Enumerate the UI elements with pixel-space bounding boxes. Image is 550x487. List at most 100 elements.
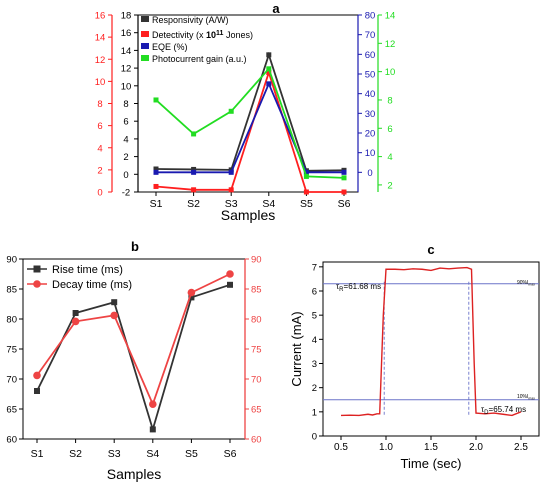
- decay-time-annotation: τD=65.74 ms: [481, 405, 526, 416]
- panel-c-xtick-label: 1.5: [424, 442, 438, 453]
- panel-b-ytick-label-right: 60: [251, 435, 262, 446]
- axis-right_blue-tick-label: 40: [365, 89, 376, 100]
- panel-b-xtick-label: S4: [146, 448, 159, 460]
- panel-a-series-line-1: [155, 69, 344, 193]
- panel-c-ylabel: Current (mA): [289, 311, 304, 386]
- panel-c-ytick-label: 1: [312, 407, 317, 418]
- panel-b-xtick-label: S2: [69, 448, 82, 460]
- panel-a-point-1-3: [266, 70, 272, 76]
- legend-rise-time: Rise time (ms): [52, 264, 123, 276]
- axis-left_black-tick-label: 18: [121, 11, 132, 22]
- axis-right_blue-tick-label: 10: [365, 148, 376, 159]
- panel-b-decay-point-0: [33, 371, 41, 380]
- panel-a-xtick-label: S1: [150, 198, 163, 210]
- panel-b-series-line-1: [36, 273, 231, 407]
- axis-right_green-tick-label: 10: [385, 67, 396, 78]
- panel-c-xtick-label: 1.0: [379, 442, 393, 453]
- panel-b-ytick-label-right: 65: [251, 405, 262, 416]
- panel-b-decay-point-3: [149, 400, 157, 409]
- panel-a-point-1-0: [153, 183, 159, 189]
- axis-right_green-tick-label: 4: [387, 152, 392, 163]
- panel-b-axes: 60 60 65 65 70 70 75 75 80 80 85 85 90 90 S1 S2 S3 S4 S5 S6: [6, 255, 261, 461]
- axis-left_black-tick-label: 4: [123, 134, 128, 145]
- axis-left_red-tick-label: 8: [97, 99, 102, 110]
- panel-c-ytick-label: 5: [312, 311, 317, 322]
- axis-left_red-tick-label: 10: [95, 77, 106, 88]
- axis-left_black-tick-label: 14: [121, 46, 132, 57]
- panel-a: a -2 0 2 4 6 8 10 12 14 16 18 0 2 4 6 8 10 12 14 16 0 10 20 30 4…: [95, 1, 396, 223]
- panel-b-xtick-label: S3: [108, 448, 121, 460]
- panel-b-series-line-0: [36, 283, 231, 433]
- axis-right_blue-tick-label: 20: [365, 129, 376, 140]
- panel-a-point-3-3: [266, 66, 272, 72]
- panel-c-title: c: [427, 242, 434, 257]
- panel-b-ytick-label-left: 60: [6, 435, 17, 446]
- panel-a-point-2-2: [228, 169, 234, 175]
- panel-a-point-3-4: [303, 173, 309, 179]
- panel-c-ytick-label: 2: [312, 383, 317, 394]
- panel-a-series: [153, 51, 347, 195]
- axis-left_black-tick-label: 10: [121, 81, 132, 92]
- panel-b-ytick-label-left: 65: [6, 405, 17, 416]
- panel-b-ytick-label-left: 90: [6, 255, 17, 266]
- panel-b-ytick-label-right: 85: [251, 285, 262, 296]
- axis-left_black-tick-label: -2: [122, 188, 130, 199]
- panel-b-xtick-label: S5: [185, 448, 198, 460]
- panel-a-point-2-1: [191, 169, 197, 175]
- panel-c-series: [323, 266, 539, 417]
- panel-b: b 60 60 65 65 70 70 75 75 80 80 85 85 90 90 S1 S2 S3 S4 S5…: [6, 239, 261, 482]
- panel-b-rise-point-3: [149, 426, 156, 433]
- panel-c-ytick-label: 7: [312, 262, 317, 273]
- legend-responsivity: Responsivity (A/W): [152, 15, 229, 25]
- rise-time-annotation: τR=61.68 ms: [336, 282, 381, 293]
- panel-b-decay-point-1: [71, 317, 80, 326]
- panel-c-xtick-label: 2.0: [469, 442, 483, 453]
- panel-b-ytick-label-right: 90: [251, 255, 262, 266]
- panel-b-xtick-label: S1: [31, 448, 44, 460]
- panel-b-rise-point-2: [111, 299, 118, 306]
- panel-a-series-line-3: [155, 67, 345, 179]
- panel-a-point-1-1: [191, 187, 197, 193]
- panel-c-current-trace: [340, 266, 522, 417]
- panel-b-rise-point-1: [72, 310, 79, 316]
- panel-a-point-0-0: [153, 166, 159, 172]
- panel-a-title: a: [272, 1, 280, 16]
- panel-a-point-3-0: [153, 97, 159, 103]
- panel-a-point-2-5: [341, 169, 347, 175]
- panel-a-point-1-5: [341, 189, 347, 195]
- panel-a-point-2-4: [303, 169, 309, 175]
- panel-a-point-1-2: [228, 187, 234, 193]
- panel-b-ytick-label-left: 75: [6, 345, 17, 356]
- panel-a-xtick-label: S2: [187, 198, 200, 210]
- axis-left_black-tick-label: 8: [123, 99, 128, 110]
- axis-right_blue-tick-label: 0: [367, 168, 372, 179]
- axis-left_black-tick-label: 2: [123, 152, 128, 163]
- axis-right_blue-tick-label: 30: [365, 109, 376, 120]
- panel-a-xlabel: Samples: [221, 207, 275, 223]
- panel-b-ytick-label-left: 85: [6, 285, 17, 296]
- panel-b-ytick-label-left: 80: [6, 315, 17, 326]
- axis-right_green-tick-label: 12: [385, 39, 396, 50]
- axis-left_red-tick-label: 0: [97, 188, 102, 199]
- panel-b-ytick-label-right: 75: [251, 345, 262, 356]
- axis-right_blue-tick-label: 70: [365, 30, 376, 41]
- panel-b-rise-point-4: [188, 294, 195, 301]
- panel-b-rise-point-0: [34, 388, 40, 394]
- label-10-percent: 10%Imax: [517, 394, 535, 401]
- panel-a-point-3-1: [191, 131, 197, 137]
- panel-c-xtick-label: 0.5: [334, 442, 348, 453]
- axis-right_blue-tick-label: 80: [365, 11, 376, 22]
- panel-a-point-0-1: [191, 166, 197, 172]
- axis-right_blue-tick-label: 50: [365, 70, 376, 81]
- axis-right_green-tick-label: 2: [387, 180, 392, 191]
- axis-left_red-tick-label: 12: [95, 55, 106, 66]
- axis-left_red-tick-label: 4: [97, 143, 102, 154]
- axis-left_red-tick-label: 16: [95, 11, 106, 22]
- legend-marker-rise: [33, 265, 41, 273]
- panel-b-decay-point-2: [110, 311, 118, 320]
- axis-left_black-tick-label: 6: [123, 117, 128, 128]
- panel-a-xtick-label: S4: [262, 198, 275, 210]
- panel-a-point-2-0: [153, 169, 159, 175]
- axis-right_green-tick-label: 8: [387, 95, 392, 106]
